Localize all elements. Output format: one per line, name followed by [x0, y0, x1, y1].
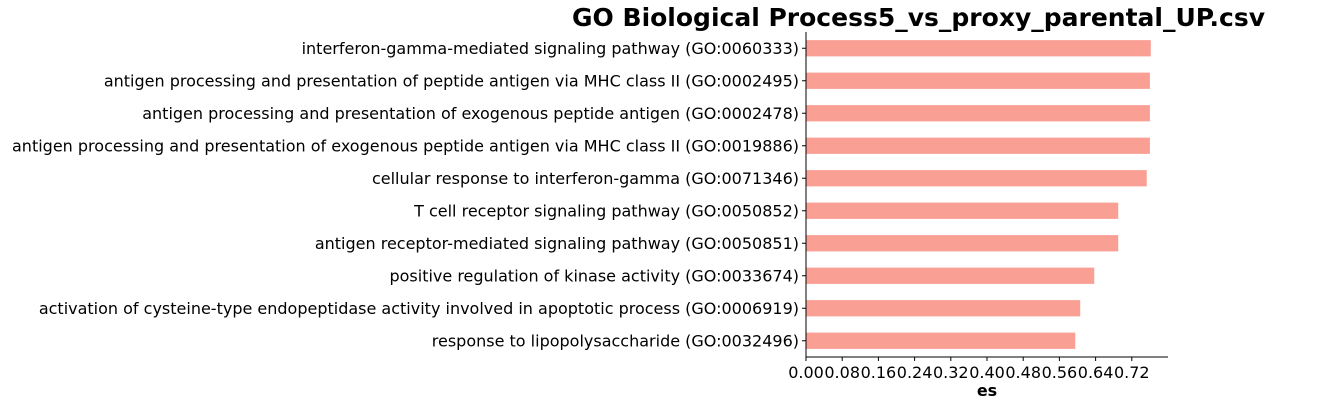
bar	[806, 40, 1151, 57]
category-label: antigen processing and presentation of e…	[142, 104, 799, 123]
x-tick-label: 0.40	[969, 363, 1005, 382]
bar	[806, 332, 1076, 349]
x-axis-label: es	[977, 381, 997, 400]
bar	[806, 235, 1119, 252]
category-label: cellular response to interferon-gamma (G…	[372, 169, 799, 188]
x-tick-label: 0.32	[933, 363, 969, 382]
bar	[806, 202, 1119, 219]
x-tick-label: 0.08	[824, 363, 860, 382]
category-label: positive regulation of kinase activity (…	[389, 266, 799, 285]
bars-group	[806, 40, 1151, 349]
x-tick-label: 0.16	[861, 363, 897, 382]
bar	[806, 267, 1095, 284]
x-tick-label: 0.48	[1005, 363, 1041, 382]
category-label: antigen processing and presentation of p…	[104, 71, 799, 90]
bar	[806, 170, 1147, 187]
bar	[806, 300, 1081, 317]
category-label: antigen processing and presentation of e…	[12, 136, 799, 155]
bar	[806, 137, 1150, 154]
category-label: antigen receptor-mediated signaling path…	[315, 234, 799, 253]
x-tick-label: 0.72	[1114, 363, 1150, 382]
x-tick-label: 0.00	[788, 363, 824, 382]
x-tick-label: 0.64	[1078, 363, 1114, 382]
bar	[806, 105, 1150, 122]
x-tick-label: 0.24	[897, 363, 933, 382]
bar	[806, 72, 1150, 89]
chart-title: GO Biological Process5_vs_proxy_parental…	[572, 3, 1265, 32]
x-ticks-group: 0.00 0.08 0.16 0.24 0.32 0.40 0.48 0.56 0.64 0.72	[788, 357, 1150, 382]
category-labels-group: interferon-gamma-mediated signaling path…	[12, 39, 806, 350]
category-label: response to lipopolysaccharide (GO:00324…	[432, 331, 799, 350]
category-label: T cell receptor signaling pathway (GO:00…	[413, 201, 799, 220]
category-label: activation of cysteine-type endopeptidas…	[39, 299, 799, 318]
category-label: interferon-gamma-mediated signaling path…	[302, 39, 799, 58]
x-tick-label: 0.56	[1042, 363, 1078, 382]
